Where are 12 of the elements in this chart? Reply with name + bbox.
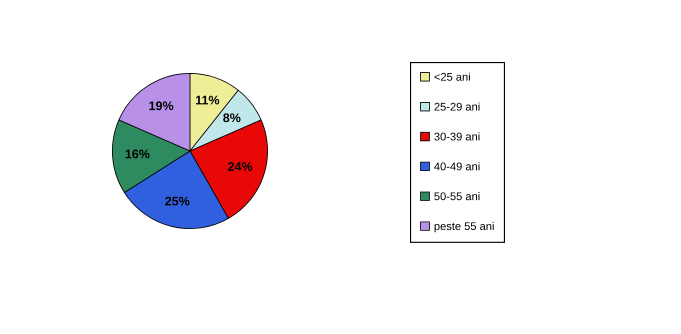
legend-label: 30-39 ani [434, 132, 480, 140]
legend-label: peste 55 ani [434, 222, 494, 232]
legend-label: 25-29 ani [434, 102, 480, 111]
data-label: 8% [223, 113, 241, 122]
legend-label: <25 ani [434, 72, 470, 81]
data-label: 11% [196, 96, 220, 105]
legend-label: 50-55 ani [434, 192, 480, 200]
data-label: 25% [165, 196, 190, 206]
data-label: 19% [149, 101, 174, 110]
legend-label: 40-49 ani [434, 162, 480, 170]
data-label: 16% [126, 150, 150, 158]
data-label: 24% [228, 162, 252, 171]
